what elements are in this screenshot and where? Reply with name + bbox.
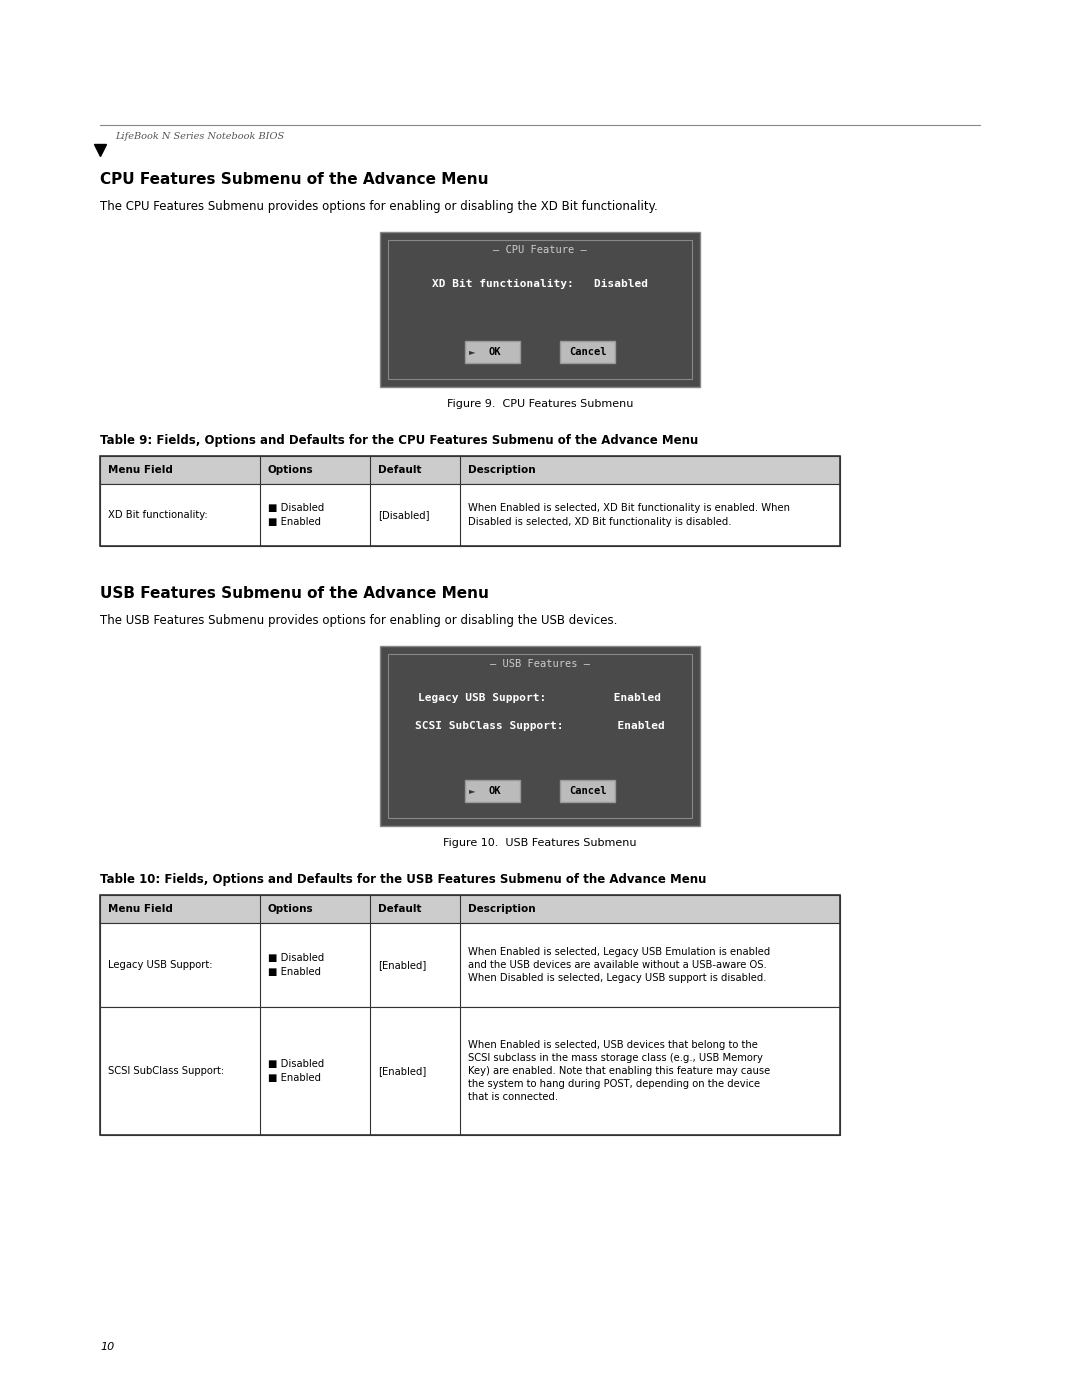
Text: ■ Disabled
■ Enabled: ■ Disabled ■ Enabled bbox=[268, 953, 324, 977]
Text: LifeBook N Series Notebook BIOS: LifeBook N Series Notebook BIOS bbox=[114, 131, 284, 141]
Text: ►: ► bbox=[469, 348, 475, 356]
Text: Default: Default bbox=[378, 904, 421, 914]
Text: The CPU Features Submenu provides options for enabling or disabling the XD Bit f: The CPU Features Submenu provides option… bbox=[100, 200, 658, 212]
Text: Description: Description bbox=[468, 904, 536, 914]
Text: Figure 9.  CPU Features Submenu: Figure 9. CPU Features Submenu bbox=[447, 400, 633, 409]
FancyBboxPatch shape bbox=[380, 645, 700, 826]
Text: Default: Default bbox=[378, 465, 421, 475]
Text: SCSI SubClass Support:: SCSI SubClass Support: bbox=[108, 1066, 225, 1076]
Text: — USB Features —: — USB Features — bbox=[490, 659, 590, 669]
Text: ■ Disabled
■ Enabled: ■ Disabled ■ Enabled bbox=[268, 503, 324, 527]
Bar bbox=[100, 455, 840, 546]
FancyBboxPatch shape bbox=[465, 780, 519, 802]
Text: Menu Field: Menu Field bbox=[108, 904, 173, 914]
Text: CPU Features Submenu of the Advance Menu: CPU Features Submenu of the Advance Menu bbox=[100, 172, 488, 187]
Text: — CPU Feature —: — CPU Feature — bbox=[494, 244, 586, 256]
Text: [Enabled]: [Enabled] bbox=[378, 1066, 427, 1076]
Text: Figure 10.  USB Features Submenu: Figure 10. USB Features Submenu bbox=[443, 838, 637, 848]
Text: Table 9: Fields, Options and Defaults for the CPU Features Submenu of the Advanc: Table 9: Fields, Options and Defaults fo… bbox=[100, 434, 699, 447]
Text: ■ Disabled
■ Enabled: ■ Disabled ■ Enabled bbox=[268, 1059, 324, 1083]
Text: Menu Field: Menu Field bbox=[108, 465, 173, 475]
FancyBboxPatch shape bbox=[561, 341, 615, 363]
Bar bbox=[100, 1007, 840, 1134]
Text: When Enabled is selected, XD Bit functionality is enabled. When
Disabled is sele: When Enabled is selected, XD Bit functio… bbox=[468, 503, 789, 527]
FancyBboxPatch shape bbox=[380, 232, 700, 387]
Text: ►: ► bbox=[469, 787, 475, 795]
Text: Table 10: Fields, Options and Defaults for the USB Features Submenu of the Advan: Table 10: Fields, Options and Defaults f… bbox=[100, 873, 706, 886]
Bar bbox=[100, 895, 840, 1134]
Bar bbox=[100, 455, 840, 483]
Text: When Enabled is selected, Legacy USB Emulation is enabled
and the USB devices ar: When Enabled is selected, Legacy USB Emu… bbox=[468, 947, 770, 983]
Text: When Enabled is selected, USB devices that belong to the
SCSI subclass in the ma: When Enabled is selected, USB devices th… bbox=[468, 1039, 770, 1102]
Text: [Enabled]: [Enabled] bbox=[378, 960, 427, 970]
Text: USB Features Submenu of the Advance Menu: USB Features Submenu of the Advance Menu bbox=[100, 585, 489, 601]
Text: XD Bit functionality:   Disabled: XD Bit functionality: Disabled bbox=[432, 279, 648, 289]
Text: 10: 10 bbox=[100, 1343, 114, 1352]
Text: Options: Options bbox=[268, 904, 313, 914]
Text: XD Bit functionality:: XD Bit functionality: bbox=[108, 510, 207, 520]
Text: The USB Features Submenu provides options for enabling or disabling the USB devi: The USB Features Submenu provides option… bbox=[100, 615, 618, 627]
Bar bbox=[100, 923, 840, 1007]
Text: Cancel: Cancel bbox=[569, 346, 606, 358]
Text: OK: OK bbox=[488, 787, 501, 796]
Bar bbox=[100, 483, 840, 546]
Text: Options: Options bbox=[268, 465, 313, 475]
FancyBboxPatch shape bbox=[465, 341, 519, 363]
Text: OK: OK bbox=[488, 346, 501, 358]
Text: Legacy USB Support:: Legacy USB Support: bbox=[108, 960, 213, 970]
Text: SCSI SubClass Support:        Enabled: SCSI SubClass Support: Enabled bbox=[415, 721, 665, 731]
FancyBboxPatch shape bbox=[561, 780, 615, 802]
Text: Description: Description bbox=[468, 465, 536, 475]
Text: Legacy USB Support:          Enabled: Legacy USB Support: Enabled bbox=[419, 693, 661, 703]
Bar bbox=[100, 895, 840, 923]
Text: Cancel: Cancel bbox=[569, 787, 606, 796]
Text: [Disabled]: [Disabled] bbox=[378, 510, 430, 520]
